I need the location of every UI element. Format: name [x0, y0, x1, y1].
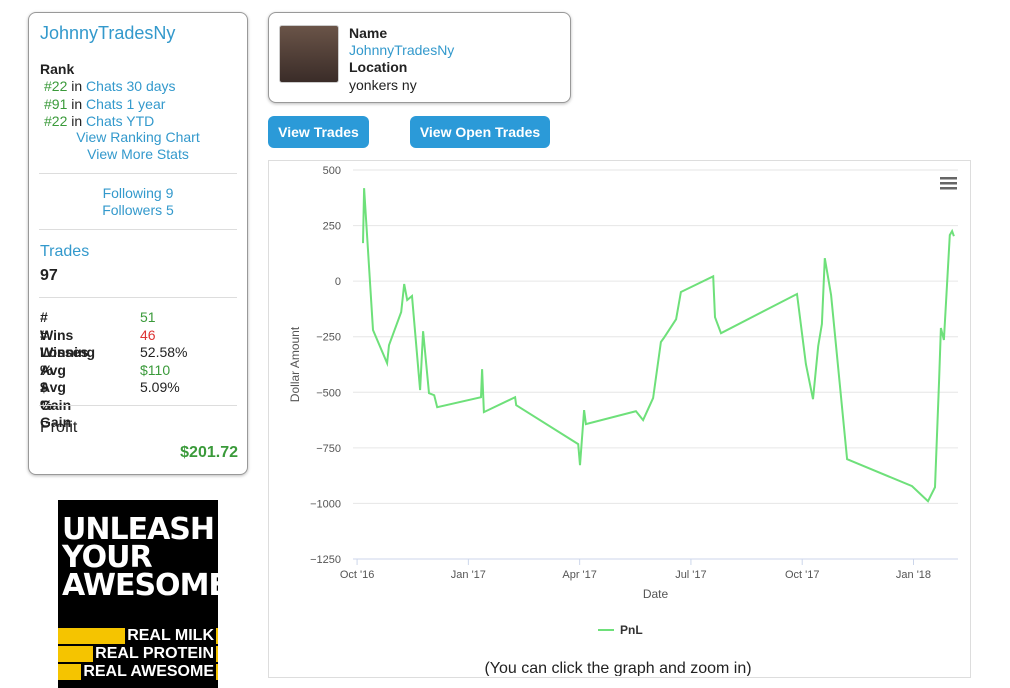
- view-trades-button[interactable]: View Trades: [268, 116, 369, 148]
- location-label: Location: [349, 59, 408, 75]
- menu-icon-bar: [940, 187, 957, 190]
- stat-label: Avg $ Gain: [40, 361, 72, 413]
- y-tick-label: −1000: [310, 498, 341, 510]
- stat-label: # Wins: [40, 309, 74, 343]
- y-tick-label: 250: [323, 221, 341, 233]
- y-tick-label: −1250: [310, 554, 341, 566]
- x-tick-label: Jan '17: [451, 569, 486, 581]
- stat-label: Winning %: [40, 344, 96, 378]
- chart[interactable]: 500 250 0 −250 −500 −750 −1000 −1250 Oct '16 Jan …: [269, 161, 969, 677]
- profit-value: $201.72: [180, 444, 238, 461]
- rank-label: Rank: [40, 61, 75, 77]
- zoom-note: (You can click the graph and zoom in): [484, 660, 751, 676]
- y-tick-label: −500: [316, 387, 341, 399]
- rank-row: #91 in Chats 1 year: [44, 96, 176, 114]
- stat-value: 46: [140, 326, 156, 343]
- x-tick-label: Jan '18: [896, 569, 931, 581]
- stat-value: $110: [140, 361, 171, 378]
- rank-in: in: [71, 78, 83, 94]
- rank-number: #22: [44, 78, 68, 94]
- more-stats-link[interactable]: View More Stats: [87, 146, 189, 162]
- rank-row: #22 in Chats YTD: [44, 113, 176, 131]
- x-tick-label: Jul '17: [675, 569, 706, 581]
- ad-line: REAL PROTEIN: [93, 645, 216, 663]
- sidebar: JohnnyTradesNy Rank #22 in Chats 30 days…: [28, 12, 248, 475]
- view-open-trades-button[interactable]: View Open Trades: [410, 116, 550, 148]
- x-tick-label: Oct '17: [785, 569, 820, 581]
- rank-number: #91: [44, 95, 68, 112]
- rank-in: in: [71, 95, 83, 112]
- profile-card: Name JohnnyTradesNy Location yonkers ny: [268, 12, 571, 103]
- trades-count: 97: [40, 267, 58, 284]
- stat-value: 51: [140, 309, 156, 325]
- ad-line: REAL AWESOME: [81, 663, 216, 681]
- y-axis-title: Dollar Amount: [288, 326, 302, 402]
- trades-label: Trades: [40, 243, 90, 260]
- menu-icon-bar: [940, 182, 957, 185]
- rank-link[interactable]: Chats 1 year: [86, 95, 166, 112]
- stat-value: 5.09%: [140, 379, 180, 395]
- x-axis-title: Date: [643, 587, 669, 601]
- stat-label: Avg % Gain: [40, 379, 72, 430]
- rank-row: #22 in Chats 30 days: [44, 78, 176, 96]
- followers[interactable]: Followers 5: [102, 202, 174, 218]
- menu-icon-bar: [940, 177, 957, 180]
- rank-in: in: [71, 113, 83, 129]
- profit-label: Profit: [40, 419, 78, 436]
- chart-panel[interactable]: 500 250 0 −250 −500 −750 −1000 −1250 Oct '16 Jan …: [268, 160, 971, 678]
- following[interactable]: Following 9: [102, 185, 174, 201]
- line: [362, 188, 955, 503]
- name-label: Name: [349, 25, 388, 41]
- y-tick-label: −750: [316, 443, 341, 455]
- rank-list: #22 in Chats 30 days #91 in Chats 1 year #…: [44, 78, 176, 131]
- y-tick-label: 0: [335, 276, 341, 288]
- name-value[interactable]: JohnnyTradesNy: [349, 42, 455, 58]
- avatar: [279, 25, 339, 83]
- x-tick-label: Apr '17: [562, 569, 597, 581]
- ad-line: REAL MILK: [125, 627, 216, 645]
- stat-value: 52.58%: [140, 344, 188, 360]
- location-value: yonkers ny: [349, 77, 417, 93]
- y-tick-label: −250: [316, 332, 341, 344]
- ad-banner[interactable]: UNLEASH YOUR AWESOME REAL MILK REAL PROT…: [58, 500, 218, 688]
- ad-headline: UNLEASH YOUR AWESOME: [62, 512, 218, 603]
- y-tick-label: 500: [323, 165, 341, 177]
- stat-label: # Losses: [40, 326, 89, 361]
- ranking-chart-link[interactable]: View Ranking Chart: [76, 129, 200, 145]
- rank-link[interactable]: Chats YTD: [86, 113, 155, 129]
- legend-label: PnL: [620, 623, 643, 637]
- username[interactable]: JohnnyTradesNy: [40, 23, 176, 43]
- x-tick-label: Oct '16: [340, 569, 375, 581]
- rank-number: #22: [44, 113, 68, 129]
- rank-link[interactable]: Chats 30 days: [86, 78, 176, 94]
